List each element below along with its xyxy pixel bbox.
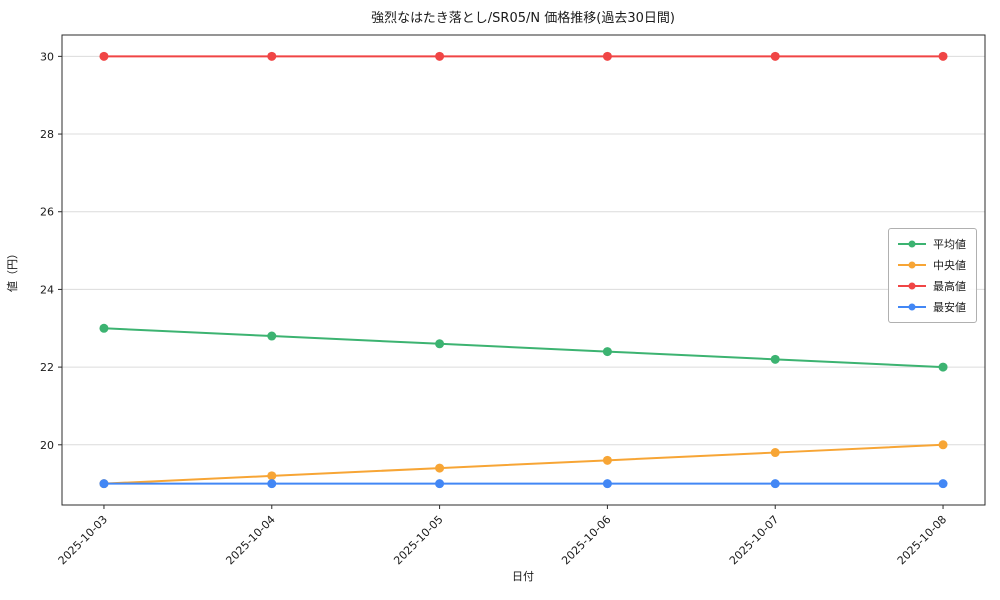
data-point-marker [99,479,109,489]
data-point-marker [435,339,445,349]
data-point-marker [99,323,109,333]
data-point-marker [602,51,612,61]
x-tick-label: 2025-10-07 [727,513,781,567]
data-point-marker [267,331,277,341]
axis-layer: 20 22 24 26 28 30 2025-10-03 2025-10-04 2025-10-… [40,34,986,567]
data-point-marker [938,362,948,372]
y-tick-label: 20 [40,439,54,452]
y-tick-label: 26 [40,206,54,219]
legend-label: 最安値 [933,301,966,314]
x-tick-label: 2025-10-05 [391,513,445,567]
data-point-marker [435,463,445,473]
data-point-marker [770,51,780,61]
data-point-marker [938,51,948,61]
data-point-marker [938,440,948,450]
legend-item-中央値: 中央値 [897,257,966,273]
data-point-marker [435,51,445,61]
y-tick-label: 24 [40,283,54,296]
series-line-平均値 [103,327,944,369]
data-point-marker [99,51,109,61]
y-tick-label: 30 [40,50,54,63]
legend-label: 最高値 [933,280,966,293]
legend-label: 平均値 [933,238,966,251]
data-point-marker [267,51,277,61]
plot-frame [61,34,986,506]
data-point-marker [267,479,277,489]
y-tick-label: 28 [40,128,54,141]
series-line-中央値 [103,443,944,485]
data-point-marker [267,471,277,481]
x-tick-label: 2025-10-06 [559,513,613,567]
x-tick-label: 2025-10-03 [56,513,110,567]
legend-sample-line [898,303,926,311]
data-point-marker [770,479,780,489]
chart-legend: 平均値中央値最高値最安値 [888,228,977,323]
y-tick-label: 22 [40,361,54,374]
grid-layer [62,55,985,446]
data-point-marker [602,455,612,465]
data-point-marker [602,479,612,489]
x-tick-label: 2025-10-08 [895,513,949,567]
legend-item-平均値: 平均値 [897,236,966,252]
data-point-marker [770,448,780,458]
data-point-marker [602,347,612,357]
y-axis-label: 値（円） [6,248,19,292]
data-point-marker [435,479,445,489]
x-tick-label: 2025-10-04 [223,513,277,567]
legend-sample-line [898,240,926,248]
x-axis-label: 日付 [512,570,534,583]
legend-item-最高値: 最高値 [897,278,966,294]
legend-sample-line [898,261,926,269]
series-layer [99,51,948,489]
chart-title: 強烈なはたき落とし/SR05/N 価格推移(過去30日間) [371,10,675,26]
data-point-marker [770,354,780,364]
legend-label: 中央値 [933,259,966,272]
data-point-marker [938,479,948,489]
legend-item-最安値: 最安値 [897,299,966,315]
legend-sample-line [898,282,926,290]
